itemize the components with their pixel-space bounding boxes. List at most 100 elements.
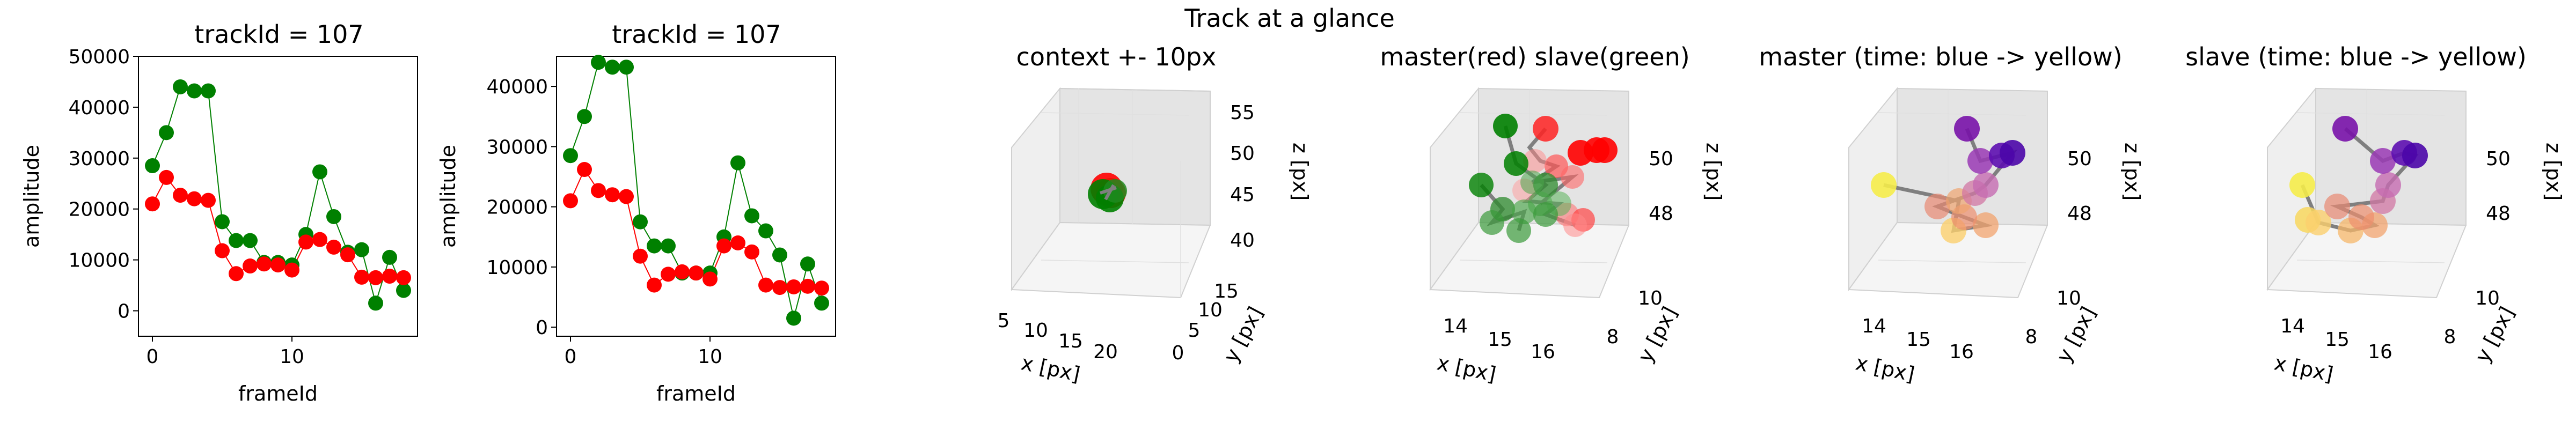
- data-point: [633, 214, 648, 230]
- data-point: [744, 208, 759, 224]
- panel-4-title: master(red) slave(green): [1380, 42, 1689, 71]
- panel-5-ztick-0: 48: [2067, 203, 2092, 225]
- chart-1-plot-area: [138, 56, 418, 337]
- panel-4-xtick-0: 14: [1443, 315, 1468, 337]
- data-point: [786, 310, 801, 326]
- amplitude-chart-2: trackId = 107 0 10000 20000 30000 40000 0 10 f…: [436, 20, 836, 405]
- panel-3-zlabel: z [px]: [1289, 143, 1312, 201]
- data-point: [563, 193, 578, 209]
- panel-3-xtick-2: 15: [1058, 330, 1083, 352]
- ytick-label: 30000: [68, 148, 130, 170]
- panel-6-ztick-0: 48: [2486, 203, 2511, 225]
- panel-5-xtick-1: 15: [1906, 329, 1931, 351]
- amplitude-chart-1: trackId = 107 0 10000 20000 30000 40000 50000…: [20, 20, 418, 405]
- data-point: [312, 232, 327, 247]
- figure-suptitle: Track at a glance: [1184, 4, 1395, 33]
- data-point: [382, 269, 397, 284]
- data-point: [730, 235, 745, 250]
- ytick-label: 20000: [68, 199, 130, 221]
- ytick-label: 40000: [486, 76, 548, 98]
- data-point: [702, 271, 718, 287]
- data-point: [173, 79, 188, 94]
- data-point: [689, 265, 704, 281]
- data-point: [173, 188, 188, 203]
- panel-3-ytick-1: 5: [1188, 320, 1201, 342]
- data-point: [354, 269, 369, 285]
- data-point: [619, 189, 634, 204]
- data-point: [814, 295, 829, 311]
- data-point: [368, 270, 383, 285]
- data-point: [577, 109, 592, 124]
- panel-3-xlabel: x [px]: [1019, 351, 1082, 386]
- panel-3-xtick-3: 20: [1093, 341, 1118, 363]
- data-point: [326, 209, 341, 224]
- data-point: [814, 280, 829, 296]
- ytick-label: 20000: [486, 197, 548, 219]
- panel-4-zlabel: z [px]: [1702, 143, 1725, 201]
- ytick-label: 30000: [486, 136, 548, 158]
- panel-5-title: master (time: blue -> yellow): [1759, 42, 2122, 71]
- panel-3-xtick-1: 10: [1023, 320, 1048, 342]
- panel-5-xtick-0: 14: [1862, 315, 1886, 337]
- data-point: [647, 238, 662, 254]
- panel-6-zlabel: z [px]: [2542, 143, 2565, 201]
- data-point: [772, 280, 787, 295]
- panel-4-ytick-0: 8: [1607, 326, 1619, 348]
- panel-3-ytick-3: 15: [1214, 280, 1239, 302]
- panel-5-ztick-1: 50: [2067, 148, 2092, 170]
- data-point: [368, 295, 383, 311]
- data-point: [396, 283, 411, 298]
- panel-4-ztick-1: 50: [1649, 148, 1673, 170]
- data-point: [145, 196, 160, 212]
- panel-3d-slave-time: slave (time: blue -> yellow): [2185, 42, 2565, 386]
- data-point: [187, 83, 202, 99]
- chart-2-plot-area: [556, 56, 836, 337]
- panel-4-ztick-0: 48: [1649, 203, 1673, 225]
- data-point: [800, 256, 815, 272]
- panel-6-ytick-1: 10: [2475, 287, 2500, 309]
- ytick-label: 40000: [68, 97, 130, 119]
- data-point: [605, 187, 620, 203]
- data-point: [312, 164, 327, 180]
- panel-5-zlabel: z [px]: [2120, 143, 2144, 201]
- data-point: [716, 238, 731, 254]
- data-point: [354, 242, 369, 257]
- data-point: [577, 162, 592, 177]
- panel-6-xtick-1: 15: [2325, 329, 2350, 351]
- panel-4-xtick-2: 16: [1531, 341, 1555, 363]
- data-point: [730, 155, 745, 171]
- data-point: [382, 249, 397, 265]
- panel-6-points: [2289, 116, 2428, 243]
- panel-3-ylabel: y [px]: [1219, 303, 1268, 367]
- data-point: [270, 257, 286, 273]
- data-point: [159, 125, 174, 140]
- data-point: [633, 248, 648, 264]
- panel-6-ylabel: y [px]: [2470, 303, 2519, 367]
- data-point: [396, 270, 411, 285]
- ytick-label: 0: [536, 317, 548, 339]
- data-point: [661, 238, 676, 254]
- chart-1-xlabel: frameId: [238, 382, 318, 405]
- data-point: [215, 214, 230, 230]
- data-point: [675, 264, 690, 279]
- ytick-label: 0: [118, 301, 130, 323]
- xtick-label: 0: [565, 346, 577, 368]
- panel-6-ztick-1: 50: [2486, 148, 2511, 170]
- panel-3-title: context +- 10px: [1016, 42, 1217, 71]
- data-point: [215, 243, 230, 258]
- panel-3d-master-time: master (time: blue -> yellow) 14: [1759, 42, 2144, 386]
- data-point: [340, 247, 355, 263]
- data-point: [326, 239, 341, 255]
- panel-3-points: [1088, 173, 1127, 212]
- data-point: [563, 148, 578, 164]
- data-point: [145, 158, 160, 174]
- data-point: [772, 247, 787, 263]
- data-point: [744, 244, 759, 260]
- panel-6-ytick-0: 8: [2444, 326, 2456, 348]
- panel-3-ztick-3: 55: [1230, 102, 1255, 124]
- data-point: [243, 233, 258, 248]
- data-point: [800, 278, 815, 294]
- panel-3-ztick-0: 40: [1230, 230, 1255, 252]
- panel-4-ytick-1: 10: [1638, 287, 1663, 309]
